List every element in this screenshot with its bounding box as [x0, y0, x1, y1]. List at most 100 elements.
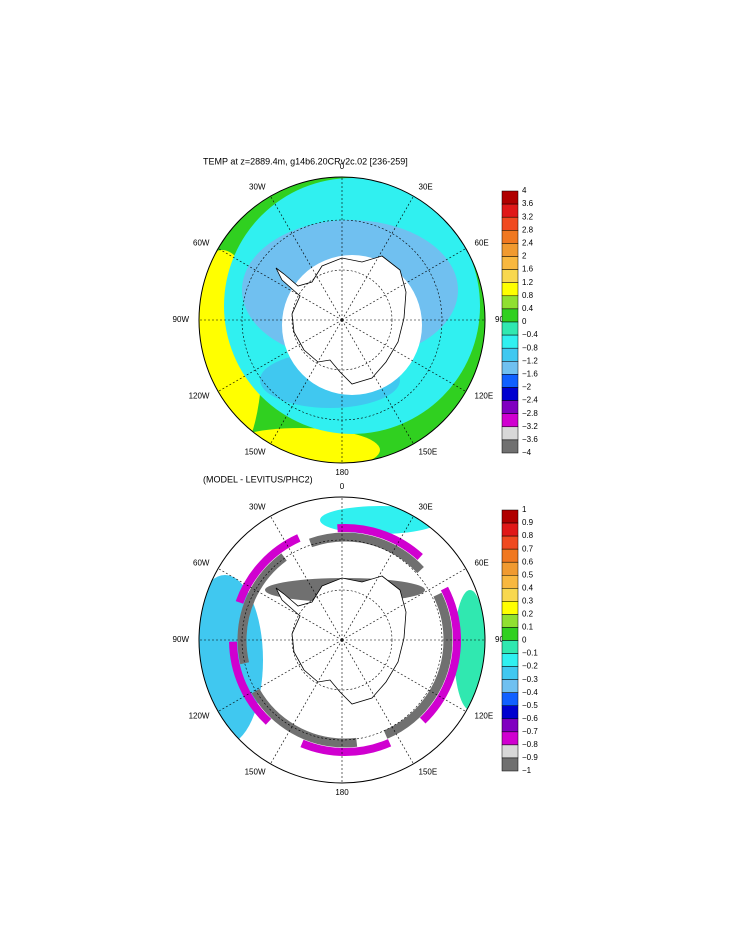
- colorbar-box: [501, 522, 519, 537]
- map-border: [198, 176, 486, 464]
- colorbar-label: 1: [522, 505, 527, 514]
- colorbar-label: −0.9: [522, 753, 538, 762]
- panel-title: (MODEL - LEVITUS/PHC2): [203, 474, 313, 484]
- colorbar-label: −0.8: [522, 740, 538, 749]
- colorbar-label: 3.6: [522, 199, 534, 208]
- colorbar-label: 0.3: [522, 596, 534, 605]
- colorbar-label: −4: [522, 448, 532, 457]
- colorbar-box: [501, 653, 519, 667]
- longitude-label: 150E: [419, 448, 438, 457]
- colorbar-box: [501, 190, 519, 205]
- longitude-label: 150E: [419, 768, 438, 777]
- colorbar-box: [501, 744, 519, 759]
- longitude-label: 0: [340, 162, 345, 171]
- colorbar-label: 1.6: [522, 265, 534, 274]
- longitude-label: 30W: [249, 503, 266, 512]
- colorbar-label: −2.8: [522, 409, 538, 418]
- colorbar-label: −0.3: [522, 675, 538, 684]
- longitude-label: 60W: [193, 559, 210, 568]
- colorbar-box: [501, 439, 519, 454]
- colorbar-label: 0.1: [522, 623, 534, 632]
- colorbar-box: [501, 509, 519, 524]
- colorbar-box: [501, 679, 519, 693]
- longitude-label: 30W: [249, 183, 266, 192]
- colorbar-label: −1.6: [522, 370, 538, 379]
- colorbar-box: [501, 282, 519, 297]
- colorbar-label: −0.8: [522, 343, 538, 352]
- colorbar-label: −0.7: [522, 727, 538, 736]
- longitude-label: 30E: [419, 503, 433, 512]
- colorbar-box: [501, 692, 519, 707]
- colorbar-box: [501, 400, 519, 414]
- colorbar-box: [501, 387, 519, 401]
- colorbar-box: [501, 334, 519, 349]
- colorbar-box: [501, 216, 519, 231]
- colorbar-label: −3.2: [522, 422, 538, 431]
- longitude-label: 150W: [245, 448, 266, 457]
- colorbar-label: −0.4: [522, 330, 538, 339]
- colorbar-box: [501, 640, 519, 654]
- colorbar-label: −0.5: [522, 701, 538, 710]
- colorbar-label: 1.2: [522, 278, 534, 287]
- colorbar-box: [501, 614, 519, 628]
- colorbar-box: [501, 666, 519, 680]
- colorbar-box: [501, 705, 519, 720]
- colorbar-box: [501, 347, 519, 362]
- longitude-label: 150W: [245, 768, 266, 777]
- longitude-label: 30E: [419, 183, 433, 192]
- map: [199, 497, 485, 783]
- colorbar-box: [501, 426, 519, 441]
- colorbar-box: [501, 588, 519, 602]
- colorbar-box: [501, 731, 519, 746]
- colorbar-box: [501, 361, 519, 375]
- colorbar-box: [501, 575, 519, 589]
- colorbar-label: −0.1: [522, 649, 538, 658]
- colorbar-box: [501, 321, 519, 336]
- colorbar-label: 2.4: [522, 239, 534, 248]
- colorbar-box: [501, 601, 519, 615]
- colorbar-label: −1.2: [522, 356, 538, 365]
- field: [454, 590, 485, 710]
- colorbar-box: [501, 548, 519, 563]
- colorbar-label: 0.4: [522, 583, 534, 592]
- colorbar-label: 2: [522, 252, 527, 261]
- colorbar-label: 0.4: [522, 304, 534, 313]
- panel-title: TEMP at z=2889.4m, g14b6.20CRv2c.02 [236…: [203, 156, 408, 166]
- longitude-label: 180: [335, 468, 349, 477]
- colorbar-label: 0.8: [522, 531, 534, 540]
- colorbar-box: [501, 230, 519, 244]
- longitude-label: 0: [340, 482, 345, 491]
- colorbar-label: 3.2: [522, 212, 534, 221]
- longitude-label: 60E: [475, 559, 489, 568]
- colorbar-box: [501, 627, 519, 641]
- longitude-label: 120E: [475, 392, 494, 401]
- colorbar-label: 0.6: [522, 557, 534, 566]
- colorbar-box: [501, 256, 519, 270]
- colorbar-box: [501, 269, 519, 283]
- longitude-label: 60W: [193, 239, 210, 248]
- longitude-label: 120W: [189, 712, 210, 721]
- colorbar-label: −0.4: [522, 688, 538, 697]
- colorbar-label: 0: [522, 636, 527, 645]
- colorbar-label: −1: [522, 766, 532, 775]
- colorbar-box: [501, 561, 519, 576]
- colorbar-label: 0.2: [522, 610, 534, 619]
- colorbar-label: −0.2: [522, 662, 538, 671]
- map-border: [198, 496, 486, 784]
- colorbar-box: [501, 203, 519, 218]
- longitude-label: 60E: [475, 239, 489, 248]
- colorbar-label: 2.8: [522, 225, 534, 234]
- colorbar-label: 0: [522, 317, 527, 326]
- colorbar-box: [501, 413, 519, 428]
- colorbar-label: 0.5: [522, 570, 534, 579]
- colorbar-box: [501, 535, 519, 550]
- colorbar-box: [501, 295, 519, 310]
- longitude-label: 90W: [173, 315, 190, 324]
- longitude-label: 180: [335, 788, 349, 797]
- longitude-label: 90W: [173, 635, 190, 644]
- colorbar-box: [501, 308, 519, 323]
- colorbar-label: −3.6: [522, 435, 538, 444]
- colorbar-label: 0.7: [522, 544, 534, 553]
- colorbar-label: 4: [522, 186, 527, 195]
